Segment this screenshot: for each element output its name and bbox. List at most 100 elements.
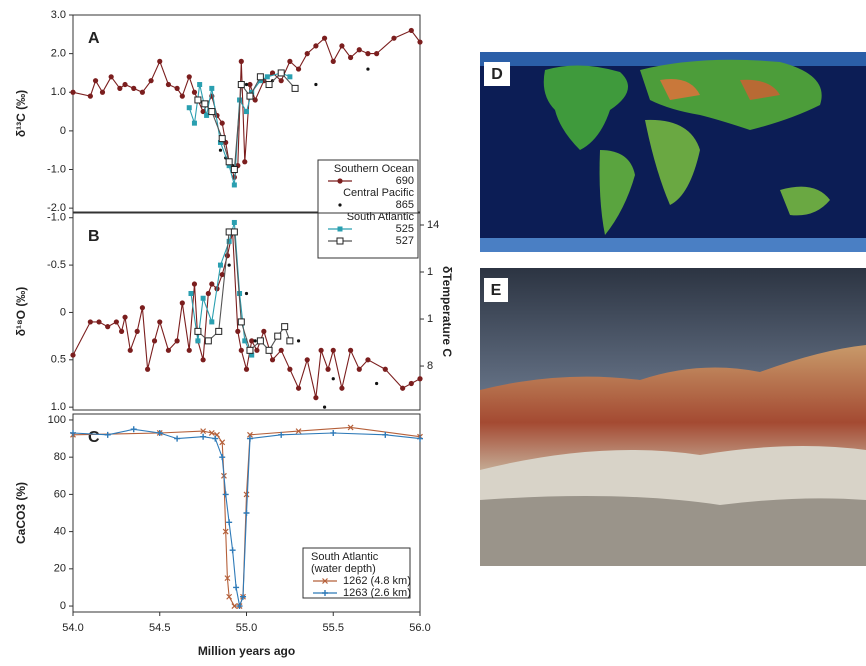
data-point (228, 263, 231, 266)
data-point (218, 263, 223, 268)
data-point (140, 90, 145, 95)
legend-marker (338, 203, 341, 206)
legend-label: 865 (396, 199, 414, 211)
x-axis-title: Million years ago (198, 644, 295, 658)
data-point (219, 149, 222, 152)
data-point (331, 59, 336, 64)
data-point (135, 329, 140, 334)
legend-marker (337, 178, 342, 183)
data-point (93, 78, 98, 83)
data-point (322, 36, 327, 41)
data-point (122, 82, 127, 87)
data-point (231, 167, 237, 173)
panel-label: D (491, 66, 503, 83)
y-tick-label: 80 (54, 451, 66, 463)
data-point (226, 159, 232, 165)
data-point (365, 51, 370, 56)
data-point (122, 315, 127, 320)
y2-tick-label: 14 (427, 219, 439, 231)
data-point (331, 348, 336, 353)
legend-title: South Atlantic (311, 551, 379, 563)
data-point (332, 377, 335, 380)
data-point (188, 291, 193, 296)
y-tick-label: 0 (60, 600, 66, 612)
figure: D E A3.02.01.00-1.0-2.0δ¹³C (‰)Southern … (0, 0, 866, 666)
y-tick-label: 2.0 (51, 48, 66, 60)
data-point (128, 348, 133, 353)
data-point (131, 426, 137, 432)
y-tick-label: 0 (60, 125, 66, 137)
legend-label: 1262 (4.8 km) (343, 575, 411, 587)
x-tick-label: 54.5 (149, 622, 170, 634)
data-point (400, 386, 405, 391)
data-point (70, 352, 75, 357)
data-point (109, 74, 114, 79)
data-point (275, 333, 281, 339)
data-point (195, 328, 201, 334)
data-point (365, 357, 370, 362)
data-point (254, 348, 259, 353)
y-tick-label: 1.0 (51, 401, 66, 413)
legend-label: 1263 (2.6 km) (343, 587, 411, 599)
data-point (180, 300, 185, 305)
data-point (157, 319, 162, 324)
data-point (319, 348, 324, 353)
data-point (257, 74, 263, 80)
data-point (117, 86, 122, 91)
data-point (313, 43, 318, 48)
x-tick-label: 55.0 (236, 622, 257, 634)
data-point (174, 436, 180, 442)
data-point (282, 324, 288, 330)
map-image (480, 52, 866, 252)
data-point (417, 376, 422, 381)
data-point (212, 436, 218, 442)
y2-tick-label: 1 (427, 313, 433, 325)
data-point (247, 93, 253, 99)
data-point (348, 55, 353, 60)
data-point (231, 229, 237, 235)
panel-label: A (88, 30, 100, 47)
y-tick-label: 3.0 (51, 9, 66, 21)
data-point (233, 584, 239, 590)
y2-axis-title: δTemperature C (440, 266, 454, 357)
data-point (192, 281, 197, 286)
legend-label: 690 (396, 175, 414, 187)
data-point (287, 74, 292, 79)
data-point (339, 386, 344, 391)
x-tick-label: 56.0 (409, 622, 430, 634)
data-point (145, 367, 150, 372)
data-point (339, 43, 344, 48)
data-point (265, 74, 270, 79)
data-point (254, 339, 257, 342)
data-point (200, 434, 206, 440)
data-point (230, 547, 236, 553)
data-point (219, 454, 225, 460)
data-point (245, 83, 248, 86)
data-point (296, 66, 301, 71)
data-point (348, 348, 353, 353)
data-point (201, 296, 206, 301)
data-point (187, 74, 192, 79)
data-point (247, 82, 252, 87)
y-axis-title: CaCO3 (%) (14, 482, 28, 544)
data-point (195, 97, 201, 103)
data-point (357, 47, 362, 52)
data-point (201, 357, 206, 362)
data-point (305, 357, 310, 362)
data-point (119, 329, 124, 334)
data-point (219, 136, 225, 142)
data-point (88, 319, 93, 324)
data-point (323, 406, 326, 409)
data-point (257, 338, 263, 344)
y-tick-label: -1.0 (47, 163, 66, 175)
data-point (232, 182, 237, 187)
y-axis-title: δ¹⁸O (‰) (14, 287, 28, 337)
data-point (244, 367, 249, 372)
data-point (105, 432, 111, 438)
data-point (216, 328, 222, 334)
data-point (105, 324, 110, 329)
data-point (166, 348, 171, 353)
data-point (238, 319, 244, 325)
data-point (70, 90, 75, 95)
data-point (409, 28, 414, 33)
